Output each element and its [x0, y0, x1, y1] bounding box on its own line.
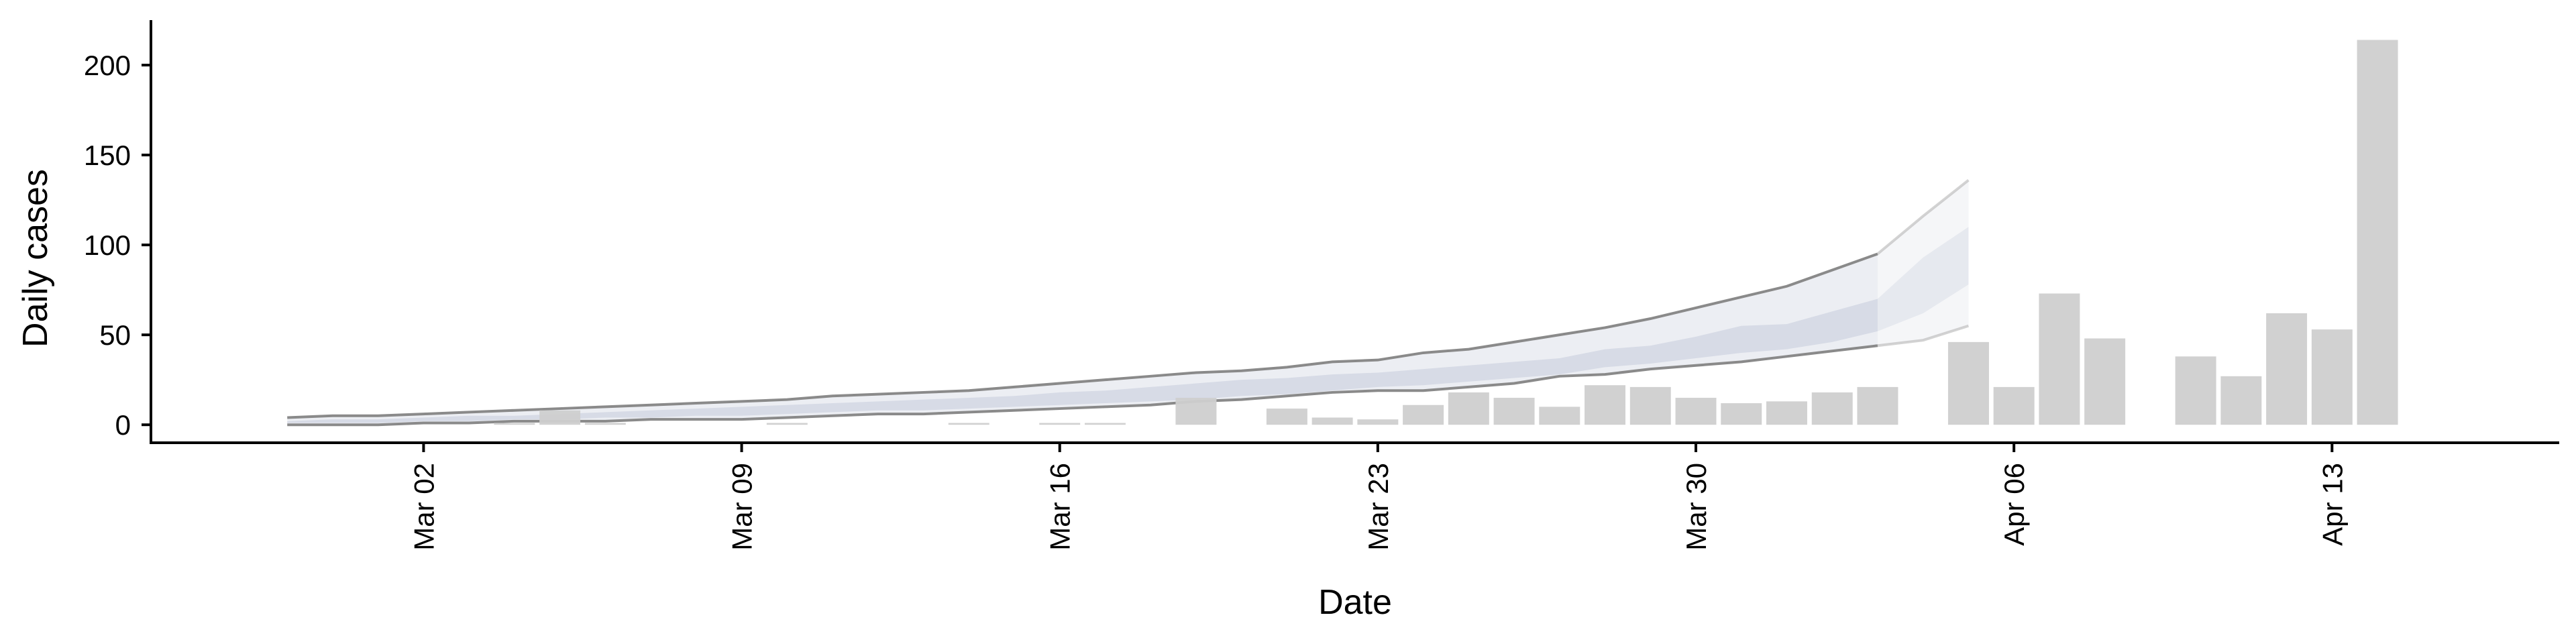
- x-tick-label: Mar 02: [408, 463, 439, 551]
- bar: [1947, 341, 1989, 425]
- bar: [584, 423, 626, 425]
- bar: [1448, 392, 1489, 425]
- bars-layer: [494, 40, 2398, 425]
- x-tick-label: Apr 13: [2316, 463, 2348, 546]
- bar: [766, 423, 808, 425]
- bar: [2039, 293, 2080, 425]
- bar: [2266, 313, 2308, 425]
- bar: [1993, 386, 2035, 425]
- x-axis-title: Date: [1318, 583, 1392, 622]
- bar: [1585, 385, 1626, 425]
- bar: [1403, 405, 1444, 425]
- bar: [1175, 397, 1217, 425]
- x-tick-label: Mar 30: [1680, 463, 1712, 551]
- bar: [1039, 423, 1081, 425]
- ci-inner-band-nowcast: [1877, 227, 1969, 331]
- bar: [1721, 403, 1762, 425]
- x-tick-label: Mar 09: [727, 463, 758, 551]
- ci-lower-line-nowcast: [1877, 324, 1970, 347]
- bar: [1084, 423, 1126, 425]
- ci-inner-band: [287, 299, 1878, 423]
- y-tick-label: 150: [84, 140, 131, 171]
- x-tick-label: Mar 23: [1362, 463, 1394, 551]
- ci-upper-line-nowcast: [1876, 179, 1970, 256]
- bar: [2084, 338, 2126, 425]
- bar: [1811, 392, 1853, 425]
- bar: [2175, 356, 2216, 425]
- bar: [1857, 386, 1898, 425]
- bar: [2220, 376, 2262, 425]
- y-tick-label: 50: [99, 319, 131, 351]
- bar: [1766, 401, 1807, 425]
- x-tick-label: Mar 16: [1044, 463, 1076, 551]
- ci-outer-band: [287, 254, 1878, 425]
- bar: [494, 423, 535, 425]
- bar: [1629, 386, 1671, 425]
- y-axis-title: Daily cases: [16, 169, 55, 347]
- y-tick-label: 200: [84, 50, 131, 81]
- bar: [1675, 397, 1717, 425]
- x-tick-label: Apr 06: [1998, 463, 2030, 546]
- bar: [948, 423, 989, 425]
- bar: [539, 410, 581, 425]
- bar: [2311, 329, 2353, 425]
- bar: [1539, 407, 1580, 425]
- bar: [1266, 409, 1307, 425]
- y-tick-label: 100: [84, 229, 131, 261]
- bar: [1311, 417, 1353, 425]
- y-ticks: 0 50 100 150 200: [84, 50, 151, 441]
- bar: [2357, 40, 2398, 425]
- ci-upper-line: [287, 252, 1878, 419]
- axes-layer: [150, 20, 2559, 444]
- x-ticks: Mar 02 Mar 09 Mar 16 Mar 23 Mar 30 Apr 06 Apr …: [408, 443, 2348, 551]
- bar: [1493, 397, 1535, 425]
- bar: [1357, 419, 1399, 425]
- estimate-bands: [287, 179, 1970, 427]
- y-tick-label: 0: [115, 409, 131, 441]
